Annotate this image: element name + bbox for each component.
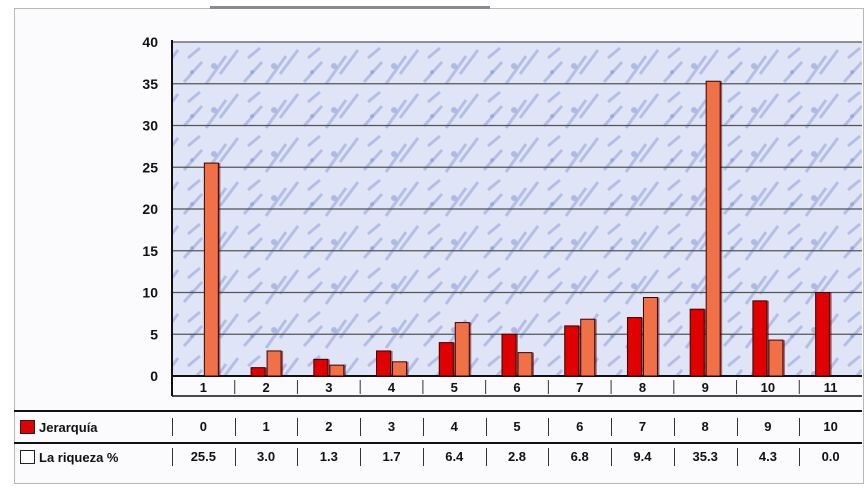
table-cell: 0.0 [821, 449, 840, 464]
table-separator [485, 418, 487, 436]
table-separator [673, 448, 675, 466]
table-cell: 4.3 [758, 449, 777, 464]
table-cell: 10 [823, 419, 838, 434]
table-separator [234, 418, 236, 436]
y-tick-label: 40 [142, 34, 158, 50]
bar [642, 297, 658, 377]
bar [815, 292, 831, 377]
bar [752, 300, 768, 377]
bar [329, 364, 345, 377]
y-tick-label: 5 [150, 326, 158, 342]
table-separator [799, 418, 801, 436]
bar [313, 358, 329, 377]
y-tick-label: 25 [142, 159, 158, 175]
bar [376, 350, 392, 377]
x-tick-label: 3 [325, 380, 332, 395]
table-cell: 5 [513, 419, 521, 434]
x-tick-label: 4 [388, 380, 396, 395]
bar [250, 367, 266, 377]
table-separator [297, 418, 299, 436]
y-tick-label: 35 [142, 76, 158, 92]
table-separator [548, 418, 550, 436]
x-tick-label: 8 [639, 380, 646, 395]
y-tick-label: 30 [142, 118, 158, 134]
table-cell: 4 [450, 419, 458, 434]
bar [689, 308, 705, 377]
legend-item: Jerarquía [20, 414, 180, 440]
table-row: Jerarquía 0 1 2 3 4 5 6 7 8 9 10 [14, 414, 862, 440]
table-separator [234, 448, 236, 466]
bar [517, 352, 533, 377]
table-row: La riqueza % 25.5 3.0 1.3 1.7 6.4 2.8 6.8 9.4 35… [14, 442, 862, 470]
table-separator [736, 418, 738, 436]
table-separator [485, 448, 487, 466]
bar [203, 162, 219, 377]
table-separator [673, 418, 675, 436]
table-separator [172, 418, 173, 436]
x-tick-label: 7 [576, 380, 583, 395]
x-tick-label: 6 [513, 380, 520, 395]
table-separator [611, 418, 613, 436]
bar [501, 333, 517, 377]
legend-swatch [20, 420, 35, 434]
table-cell: 2 [325, 419, 333, 434]
bar [392, 361, 408, 377]
x-tick-label: 5 [451, 380, 458, 395]
legend-label: La riqueza % [39, 449, 119, 465]
table-separator [548, 448, 550, 466]
table-cell: 6.4 [445, 449, 464, 464]
y-tick-label: 15 [142, 243, 158, 259]
bar [768, 339, 784, 377]
table-separator [360, 418, 362, 436]
bar [454, 322, 470, 377]
table-cell: 6.8 [570, 449, 589, 464]
x-tick-label: 10 [761, 380, 775, 395]
table-cell: 7 [638, 419, 647, 434]
table-cell: 1 [262, 419, 270, 434]
bar [626, 317, 642, 377]
x-tick-label: 1 [200, 380, 207, 395]
table-separator [297, 448, 299, 466]
y-tick-label: 10 [142, 285, 158, 301]
table-separator [736, 448, 738, 466]
table-cell: 2.8 [507, 449, 527, 464]
bar [266, 350, 282, 377]
table-cell: 3.0 [257, 449, 276, 464]
legend-label: Jerarquía [39, 419, 98, 435]
table-separator [360, 448, 362, 466]
table-cell: 1.3 [319, 449, 338, 464]
table-separator [172, 448, 173, 466]
bar [564, 325, 580, 377]
bar [580, 318, 596, 377]
table-separator [611, 448, 613, 466]
table-cell: 35.3 [692, 449, 718, 464]
legend-swatch [20, 450, 35, 464]
table-cell: 25.5 [190, 449, 217, 464]
table-cell: 8 [701, 419, 709, 434]
table-separator [422, 448, 424, 466]
top-rule [210, 6, 490, 9]
y-tick-label: 20 [142, 201, 158, 217]
table-separator [422, 418, 424, 436]
table-cell: 6 [576, 419, 584, 434]
legend-item: La riqueza % [20, 444, 180, 470]
y-tick-label: 0 [150, 368, 158, 384]
table-cell: 1.7 [382, 449, 401, 464]
data-table: Jerarquía 0 1 2 3 4 5 6 7 8 9 10 La riqueza % 25.5… [14, 410, 862, 474]
x-tick-label: 9 [702, 380, 709, 395]
table-cell: 9 [764, 419, 772, 434]
table-cell: 0 [199, 419, 207, 434]
table-cell: 3 [387, 419, 396, 434]
bar [438, 342, 454, 377]
table-cell: 9.4 [633, 449, 652, 464]
table-separator [799, 448, 801, 466]
x-tick-label: 2 [262, 380, 269, 395]
bar [705, 80, 721, 377]
x-tick-label: 11 [824, 380, 838, 395]
